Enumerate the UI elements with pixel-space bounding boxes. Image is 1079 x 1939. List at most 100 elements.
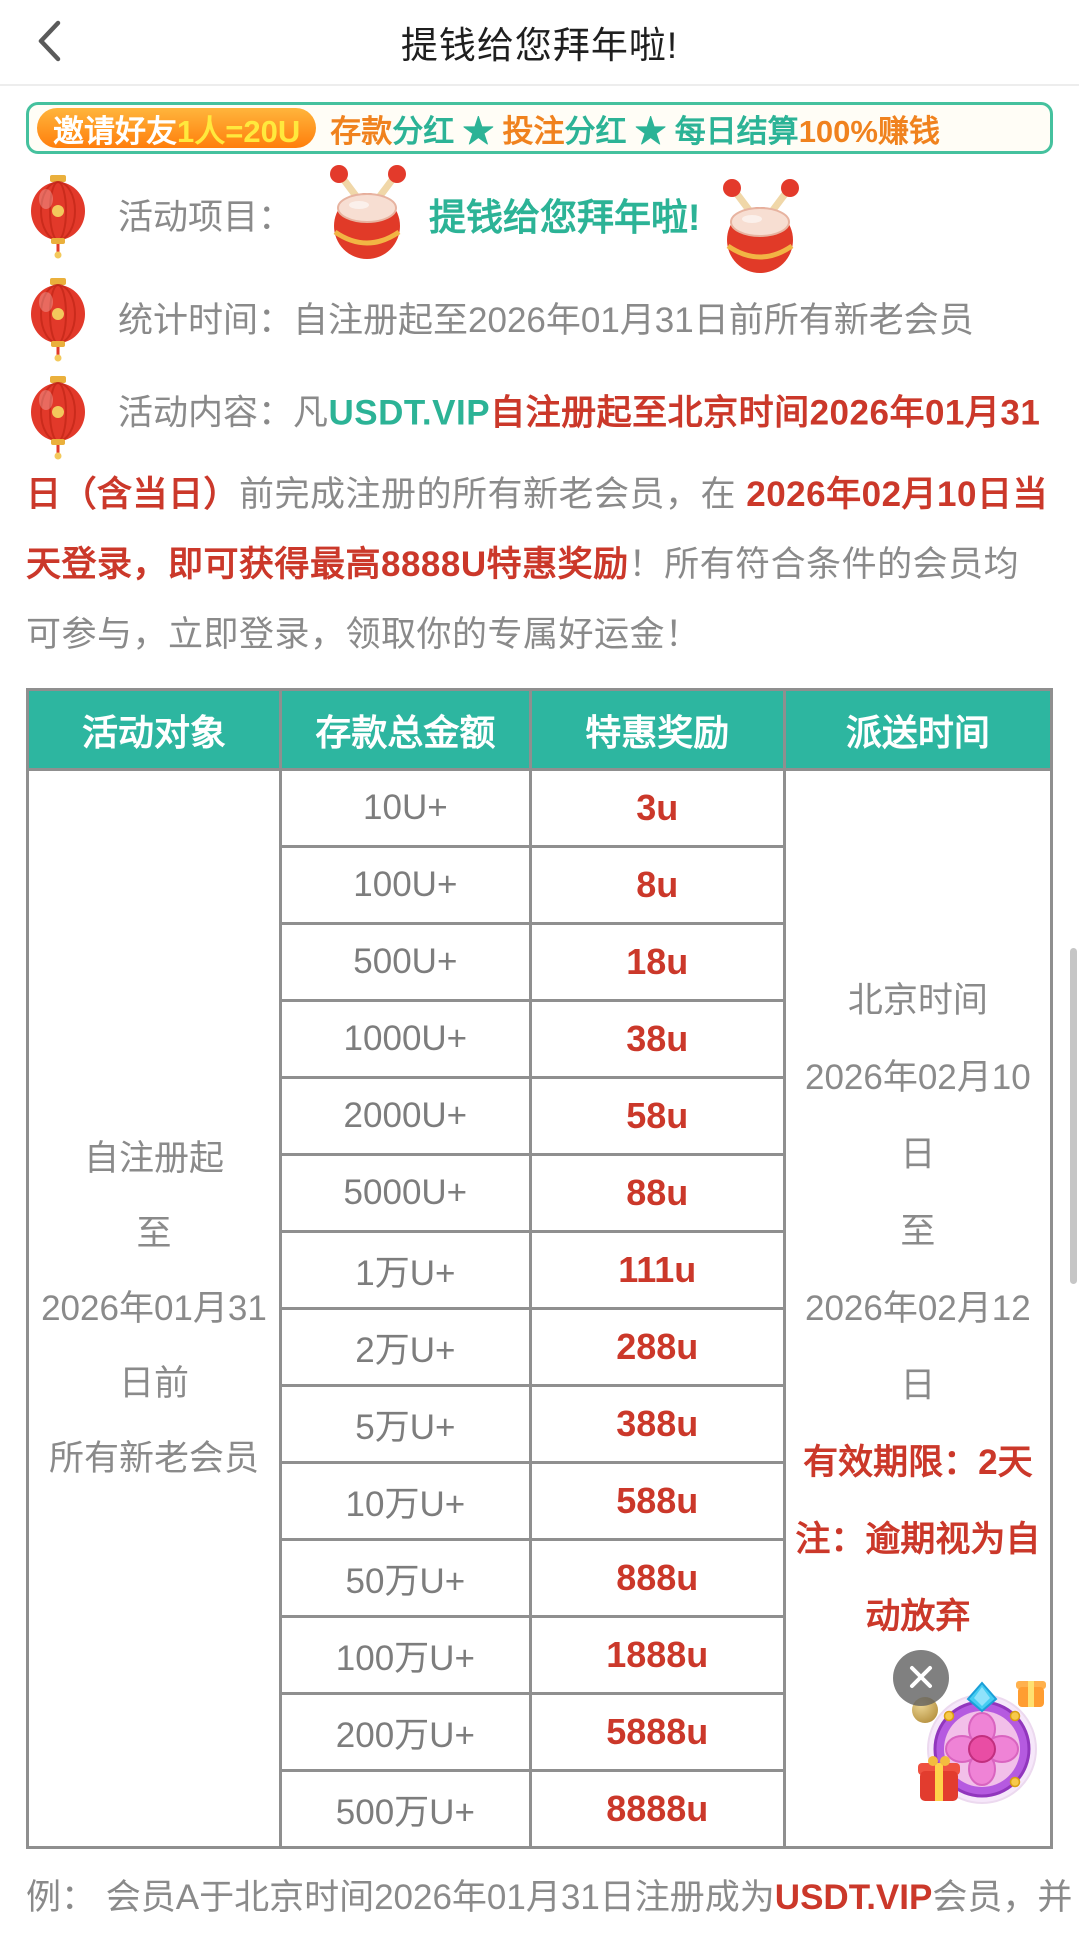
stats-label: 统计时间： bbox=[118, 300, 294, 340]
text-line: 2026年02月12 bbox=[804, 1289, 1031, 1328]
project-label: 活动项目： bbox=[118, 197, 294, 237]
text-line: 至 bbox=[900, 1212, 936, 1251]
table-row: 100万U+ 1888u bbox=[28, 1615, 1052, 1695]
close-icon bbox=[907, 1663, 935, 1694]
col-header-reward: 特惠奖励 bbox=[528, 688, 786, 771]
text-line: 日前 bbox=[118, 1364, 189, 1403]
table-header-row: 活动对象 存款总金额 特惠奖励 派送时间 bbox=[26, 688, 1054, 771]
target-cell: 自注册起至 2026年01月31 日前 所有新老会员 bbox=[26, 768, 282, 1849]
promo-table-body: 自注册起至 2026年01月31 日前 所有新老会员 10U+ 3u 北京时间 2026年02… bbox=[26, 768, 1054, 1849]
app-header: 提钱给您拜年啦! bbox=[0, 0, 1079, 86]
text-segment: ★ bbox=[626, 113, 675, 149]
reward-cell: 58u bbox=[528, 1076, 786, 1156]
text-segment: 前完成注册的所有新老会员，在 bbox=[239, 475, 747, 514]
content-paragraph: 活动内容：凡USDT.VIP自注册起至北京时间2026年01月31日（含当日）前… bbox=[26, 370, 1053, 670]
amount-cell: 500U+ bbox=[278, 922, 532, 1002]
prize-wheel-icon bbox=[918, 1681, 1050, 1812]
reward-cell: 8888u bbox=[528, 1769, 786, 1849]
amount-cell: 1000U+ bbox=[278, 999, 532, 1079]
table-row: 1万U+ 111u bbox=[28, 1230, 1052, 1310]
text-segment: 存款 bbox=[330, 113, 393, 149]
close-button[interactable] bbox=[893, 1650, 949, 1706]
amount-cell: 10万U+ bbox=[278, 1461, 532, 1541]
text-segment: ★ bbox=[454, 113, 503, 149]
amount-cell: 10U+ bbox=[278, 768, 532, 848]
reward-cell: 288u bbox=[528, 1307, 786, 1387]
table-row: 200万U+ 5888u bbox=[28, 1692, 1052, 1772]
text-line: 至 bbox=[136, 1214, 172, 1253]
amount-cell: 50万U+ bbox=[278, 1538, 532, 1618]
text-segment: 分红 bbox=[392, 113, 455, 149]
text-segment: 会员，并 bbox=[932, 1878, 1073, 1917]
table-row: 2000U+ 58u bbox=[28, 1076, 1052, 1156]
reward-cell: 888u bbox=[528, 1538, 786, 1618]
table-row: 50万U+ 888u bbox=[28, 1538, 1052, 1618]
content-label: 活动内容： bbox=[118, 393, 294, 433]
table-row: 500U+ 18u bbox=[28, 922, 1052, 1002]
table-row: 5000U+ 88u bbox=[28, 1153, 1052, 1233]
project-title: 提钱给您拜年啦! bbox=[429, 197, 701, 238]
col-header-delivery: 派送时间 bbox=[782, 688, 1054, 771]
text-segment: ！所有符合条件的会员均可参与，立即登录，领取你的专属好运金！ bbox=[26, 545, 1020, 654]
drum-icon bbox=[708, 176, 812, 280]
table-row: 5万U+ 388u bbox=[28, 1384, 1052, 1464]
invite-pill: 邀请好友 1人=20U bbox=[37, 108, 317, 149]
col-header-target: 活动对象 bbox=[26, 688, 282, 771]
lantern-icon bbox=[26, 272, 90, 362]
amount-cell: 2000U+ bbox=[278, 1076, 532, 1156]
scrollbar-thumb[interactable] bbox=[1070, 948, 1077, 1284]
text-line: 自注册起 bbox=[83, 1139, 224, 1178]
text-segment: USDT.VIP bbox=[774, 1878, 933, 1917]
reward-cell: 111u bbox=[528, 1230, 786, 1310]
reward-cell: 5888u bbox=[528, 1692, 786, 1772]
table-row: 100U+ 8u bbox=[28, 845, 1052, 925]
text-line: 北京时间 bbox=[847, 981, 988, 1020]
text-line: 所有新老会员 bbox=[48, 1439, 259, 1478]
text-segment: 2026年02月10日当天登录，即可获得最高8888U特惠奖励 bbox=[26, 475, 1048, 584]
table-row: 1000U+ 38u bbox=[28, 999, 1052, 1079]
table-row: 500万U+ 8888u bbox=[28, 1769, 1052, 1849]
amount-cell: 100U+ bbox=[278, 845, 532, 925]
stats-line: 统计时间： 自注册起至2026年01月31日前所有新老会员 bbox=[26, 272, 1053, 362]
text-segment: 投注 bbox=[502, 113, 565, 149]
amount-cell: 100万U+ bbox=[278, 1615, 532, 1695]
reward-cell: 38u bbox=[528, 999, 786, 1079]
text-segment: 分红 bbox=[564, 113, 627, 149]
delivery-dates: 北京时间 2026年02月10 日至 2026年02月12 日 bbox=[786, 962, 1050, 1424]
stats-text: 自注册起至2026年01月31日前所有新老会员 bbox=[293, 300, 974, 340]
amount-cell: 5000U+ bbox=[278, 1153, 532, 1233]
reward-cell: 18u bbox=[528, 922, 786, 1002]
col-header-deposit: 存款总金额 bbox=[278, 688, 532, 771]
table-row: 2万U+ 288u bbox=[28, 1307, 1052, 1387]
chevron-left-icon bbox=[35, 18, 63, 67]
text-segment: 1人=20U bbox=[177, 113, 301, 149]
amount-cell: 2万U+ bbox=[278, 1307, 532, 1387]
back-button[interactable] bbox=[26, 18, 72, 66]
text-line: 注：逾期视为自 bbox=[795, 1520, 1041, 1559]
project-line: 活动项目： 提钱给您拜年啦! bbox=[26, 162, 1053, 273]
reward-cell: 588u bbox=[528, 1461, 786, 1541]
amount-cell: 200万U+ bbox=[278, 1692, 532, 1772]
table-row: 自注册起至 2026年01月31 日前 所有新老会员 10U+ 3u 北京时间 2026年02… bbox=[26, 768, 1054, 1849]
amount-cell: 5万U+ bbox=[278, 1384, 532, 1464]
page-title: 提钱给您拜年啦! bbox=[400, 25, 679, 66]
banner-text: 存款分红 ★ 投注分红 ★ 每日结算100%赚钱 bbox=[330, 106, 940, 151]
drum-icon bbox=[315, 162, 419, 266]
lantern-icon bbox=[26, 169, 90, 259]
text-segment: 自注册起至北京时间2026年01月31日（含当日） bbox=[26, 393, 1041, 514]
promo-table: 活动对象 存款总金额 特惠奖励 派送时间 自注册起至 2026年01月31 日前 所有… bbox=[26, 688, 1054, 1849]
text-line: 2026年02月10 bbox=[804, 1058, 1031, 1097]
lantern-icon bbox=[26, 370, 90, 460]
text-segment: USDT.VIP bbox=[328, 393, 491, 433]
text-segment: 例： 会员A于北京时间2026年01月31日注册成为 bbox=[26, 1878, 775, 1917]
delivery-note: 有效期限：2天 注：逾期视为自 动放弃 bbox=[786, 1424, 1050, 1655]
promo-banner[interactable]: 邀请好友 1人=20U 存款分红 ★ 投注分红 ★ 每日结算100%赚钱 bbox=[26, 102, 1053, 154]
text-segment: 100%赚钱 bbox=[798, 113, 940, 149]
text-line: 动放弃 bbox=[865, 1597, 971, 1636]
amount-cell: 500万U+ bbox=[278, 1769, 532, 1849]
amount-cell: 1万U+ bbox=[278, 1230, 532, 1310]
text-line: 日 bbox=[900, 1135, 936, 1174]
text-segment: 凡 bbox=[293, 393, 329, 433]
reward-cell: 8u bbox=[528, 845, 786, 925]
prize-wheel-button[interactable] bbox=[918, 1677, 1050, 1809]
